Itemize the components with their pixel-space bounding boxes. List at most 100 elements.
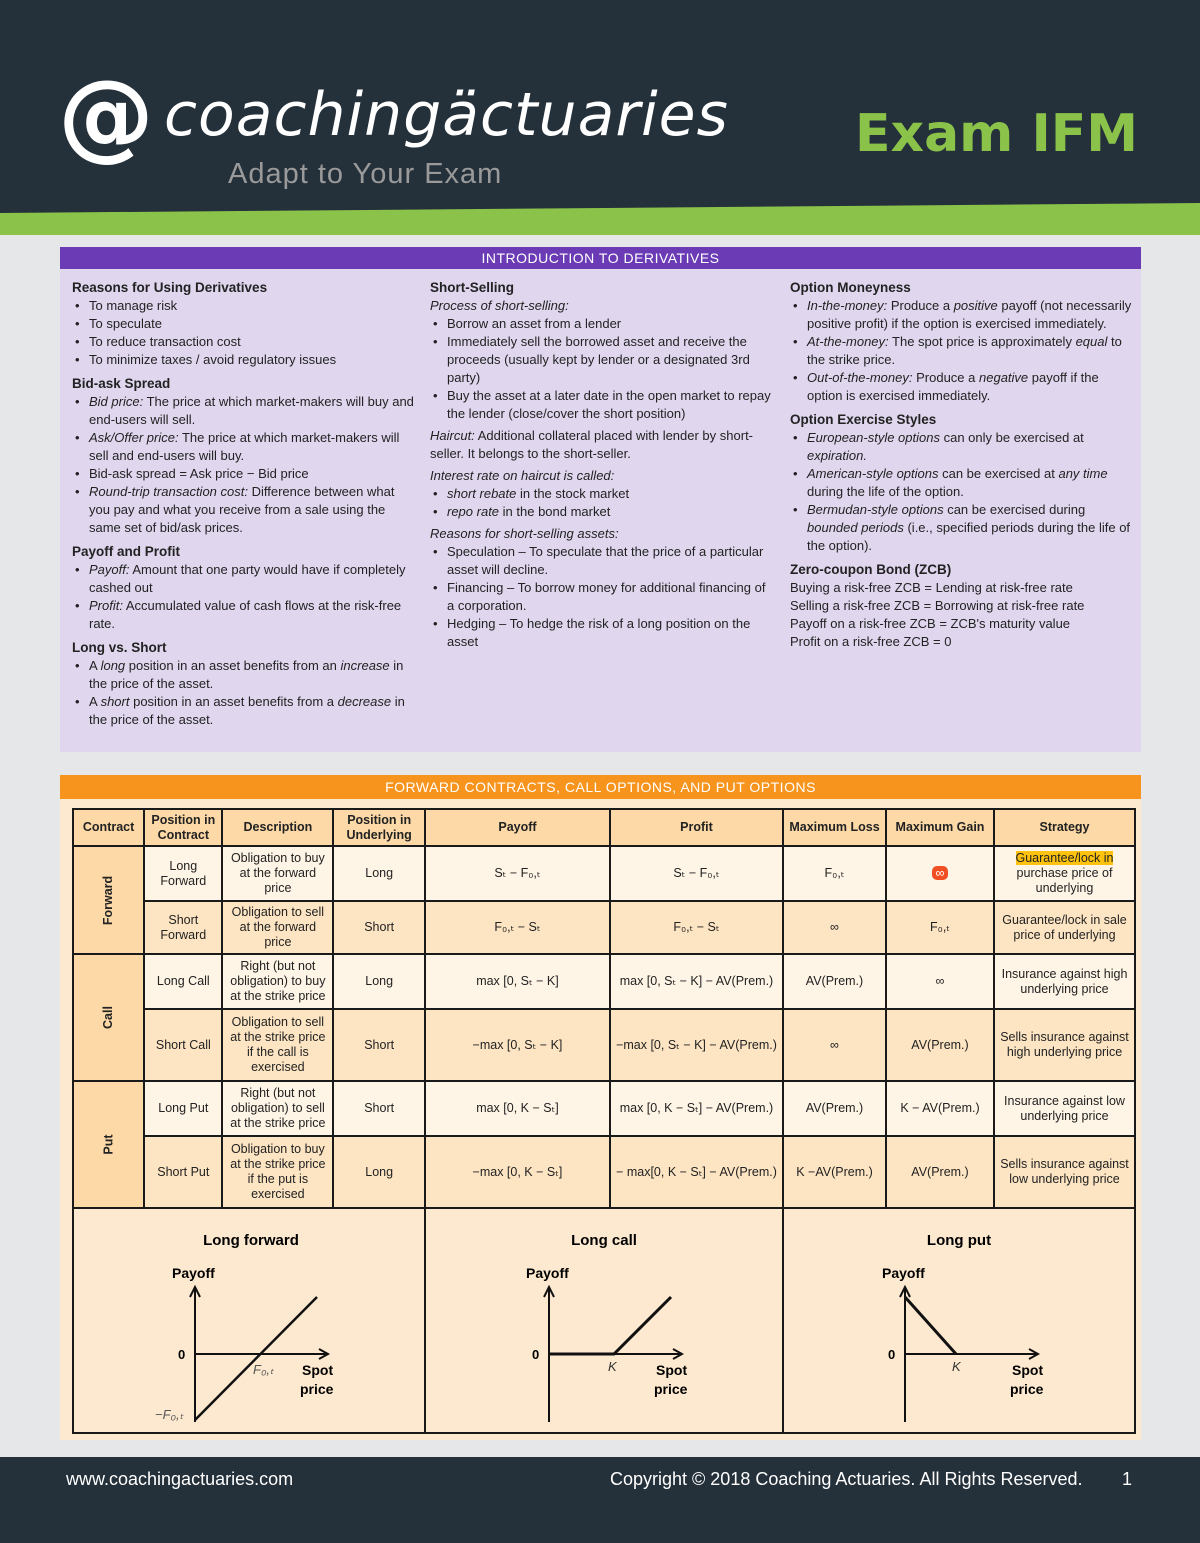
diagram-title: Long call [571,1232,637,1249]
list-item: In-the-money: Produce a positive payoff … [790,297,1132,333]
cell-profit: max [0, Sₜ − K] − AV(Prem.) [608,953,785,1010]
contract-group-cell: Put [71,1080,146,1209]
contract-group-label: Call [101,1006,116,1029]
text-segment: Reasons for short-selling assets: [430,526,619,541]
contract-group-label: Put [101,1134,116,1155]
paragraph: Payoff on a risk-free ZCB = ZCB's maturi… [790,615,1132,633]
cell-max-loss: AV(Prem.) [782,953,887,1010]
text-segment: At-the-money: [807,334,889,349]
list-item: Round-trip transaction cost: Difference … [72,483,417,537]
x-axis [905,1348,1041,1360]
list-item: Financing – To borrow money for addition… [430,579,775,615]
list-item: short rebate in the stock market [430,485,775,503]
cell-max-gain: AV(Prem.) [885,1135,995,1209]
text-segment: Immediately sell the borrowed asset and … [447,334,750,385]
list-item: repo rate in the bond market [430,503,775,521]
contracts-section-title: FORWARD CONTRACTS, CALL OPTIONS, AND PUT… [60,775,1141,799]
paragraph: Process of short-selling: [430,297,775,315]
cell-underlying: Short [332,1080,426,1137]
cell-description: Right (but not obligation) to sell at th… [221,1080,335,1137]
contracts-panel: Contract Position in Contract Description P… [60,799,1141,1440]
cell-profit: Sₜ − F₀,ₜ [608,845,785,902]
text-segment: Speculation – To speculate that the pric… [447,544,764,577]
cell-payoff: −max [0, K − Sₜ] [424,1135,611,1209]
text-segment: Buying a risk-free ZCB = Lending at risk… [790,580,1073,595]
text-segment: A [89,694,101,709]
footer-url-link[interactable]: www.coachingactuaries.com [66,1469,294,1489]
strike-label: K [608,1359,618,1374]
text-segment: any time [1058,466,1108,481]
zero-label: 0 [532,1347,539,1362]
x-axis-label: Spot [656,1362,687,1378]
text-segment: in the price of the asset. [89,694,405,727]
text-segment: Payoff: [89,562,130,577]
cell-max-gain: AV(Prem.) [885,1008,995,1082]
intro-column-3: Option Moneyness In-the-money: Produce a … [790,279,1132,651]
table-row: Short Put Obligation to buy at the strike… [73,1135,1136,1209]
bullet-list: To manage risk To speculate To reduce tran… [72,297,417,369]
cell-payoff: −max [0, Sₜ − K] [424,1008,611,1082]
cell-strategy: Insurance against high underlying price [993,953,1136,1010]
cell-strategy: Insurance against low underlying price [993,1080,1136,1137]
text-segment: Amount that one party would have if comp… [89,562,406,595]
contract-group-label: Forward [101,875,116,925]
bullet-list: European-style options can only be exerc… [790,429,1132,555]
list-item: Bid price: The price at which market-mak… [72,393,417,429]
cell-underlying: Short [332,900,426,955]
text-segment: in the price of the asset. [89,658,404,691]
table-row: Short Call Obligation to sell at the stri… [73,1008,1136,1082]
green-stripe [0,203,1200,240]
text-segment: Out-of-the-money: [807,370,913,385]
column-header: Profit [608,808,785,847]
list-item: Out-of-the-money: Produce a negative pay… [790,369,1132,405]
text-segment: increase [340,658,390,673]
exam-title: Exam IFM [855,104,1139,164]
text-segment: positive [953,298,998,313]
cell-max-gain: F₀,ₜ [885,900,995,955]
text-segment: (i.e., specified periods during the life… [807,520,1131,553]
cell-payoff: max [0, Sₜ − K] [424,953,611,1010]
column-header: Maximum Loss [782,808,887,847]
column-header: Description [221,808,335,847]
text-segment: The price at which market-makers will bu… [89,394,414,427]
paragraph: Reasons for short-selling assets: [430,525,775,543]
text-segment: To reduce transaction cost [89,334,241,349]
cell-position: Short Put [143,1135,224,1209]
text-segment: during the life of the option. [807,484,964,499]
text-segment: negative [979,370,1029,385]
contract-group-cell: Call [71,953,146,1082]
cell-max-loss: AV(Prem.) [782,1080,887,1137]
section-heading: Zero-coupon Bond (ZCB) [790,562,952,577]
intro-panel: Reasons for Using Derivatives To manage r… [60,269,1141,752]
diagram-title: Long forward [203,1232,299,1249]
diagram-row: Long forward Payoff 0 Spot price F₀,ₜ −F₀,ₜ Lon… [72,1207,1136,1434]
text-segment: in the stock market [516,486,630,501]
x-axis-label: price [1010,1381,1044,1397]
paragraph: Haircut: Additional collateral placed wi… [430,427,775,463]
cell-payoff: Sₜ − F₀,ₜ [424,845,611,902]
cell-strategy: Guarantee/lock in sale price of underlyi… [993,900,1136,955]
logo: @ coachingäctuaries [58,67,729,163]
text-segment: In-the-money: [807,298,888,313]
payoff-diagram-cell: Long forward Payoff 0 Spot price F₀,ₜ −F₀,ₜ [72,1207,426,1434]
text-segment: Profit on a risk-free ZCB = 0 [790,634,952,649]
intro-column-1: Reasons for Using Derivatives To manage r… [72,279,417,733]
y-axis [899,1284,911,1422]
section-heading: Option Moneyness [790,280,911,295]
bullet-list: Payoff: Amount that one party would have… [72,561,417,633]
page-footer: www.coachingactuaries.com Copyright © 20… [0,1457,1200,1543]
x-axis-label: price [654,1381,688,1397]
paragraph: Selling a risk-free ZCB = Borrowing at r… [790,597,1132,615]
payoff-line [194,1296,318,1421]
list-item: Buy the asset at a later date in the ope… [430,387,775,423]
text-segment: expiration. [807,448,867,463]
column-header: Payoff [424,808,611,847]
list-item: Hedging – To hedge the risk of a long po… [430,615,775,651]
text-segment: Round-trip transaction cost: [89,484,248,499]
text-segment: Interest rate on haircut is called: [430,468,615,483]
diagram-title: Long put [927,1232,991,1249]
text-segment: A [89,658,101,673]
text-segment: Bermudan-style options [807,502,944,517]
section-heading: Reasons for Using Derivatives [72,280,268,295]
